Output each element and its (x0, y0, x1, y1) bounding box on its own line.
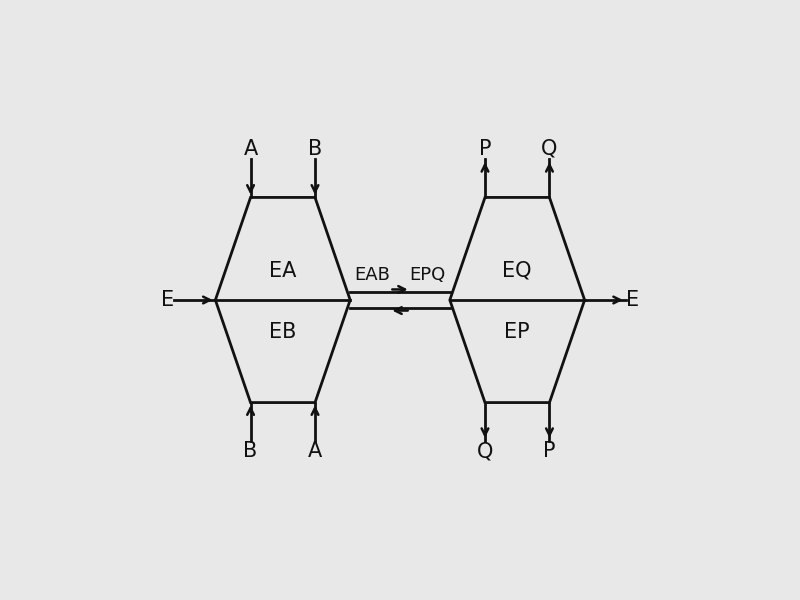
Text: E: E (161, 290, 174, 310)
Text: B: B (243, 441, 258, 461)
Text: EP: EP (505, 322, 530, 342)
Text: Q: Q (477, 441, 493, 461)
Text: B: B (308, 139, 322, 159)
Text: P: P (478, 139, 491, 159)
Text: A: A (243, 139, 258, 159)
Text: EAB: EAB (354, 266, 390, 284)
Text: EA: EA (269, 260, 297, 281)
Text: A: A (308, 441, 322, 461)
Text: EB: EB (269, 322, 297, 342)
Text: EQ: EQ (502, 260, 532, 281)
Text: EPQ: EPQ (410, 266, 446, 284)
Text: E: E (626, 290, 639, 310)
Text: Q: Q (542, 139, 558, 159)
Text: P: P (543, 441, 556, 461)
